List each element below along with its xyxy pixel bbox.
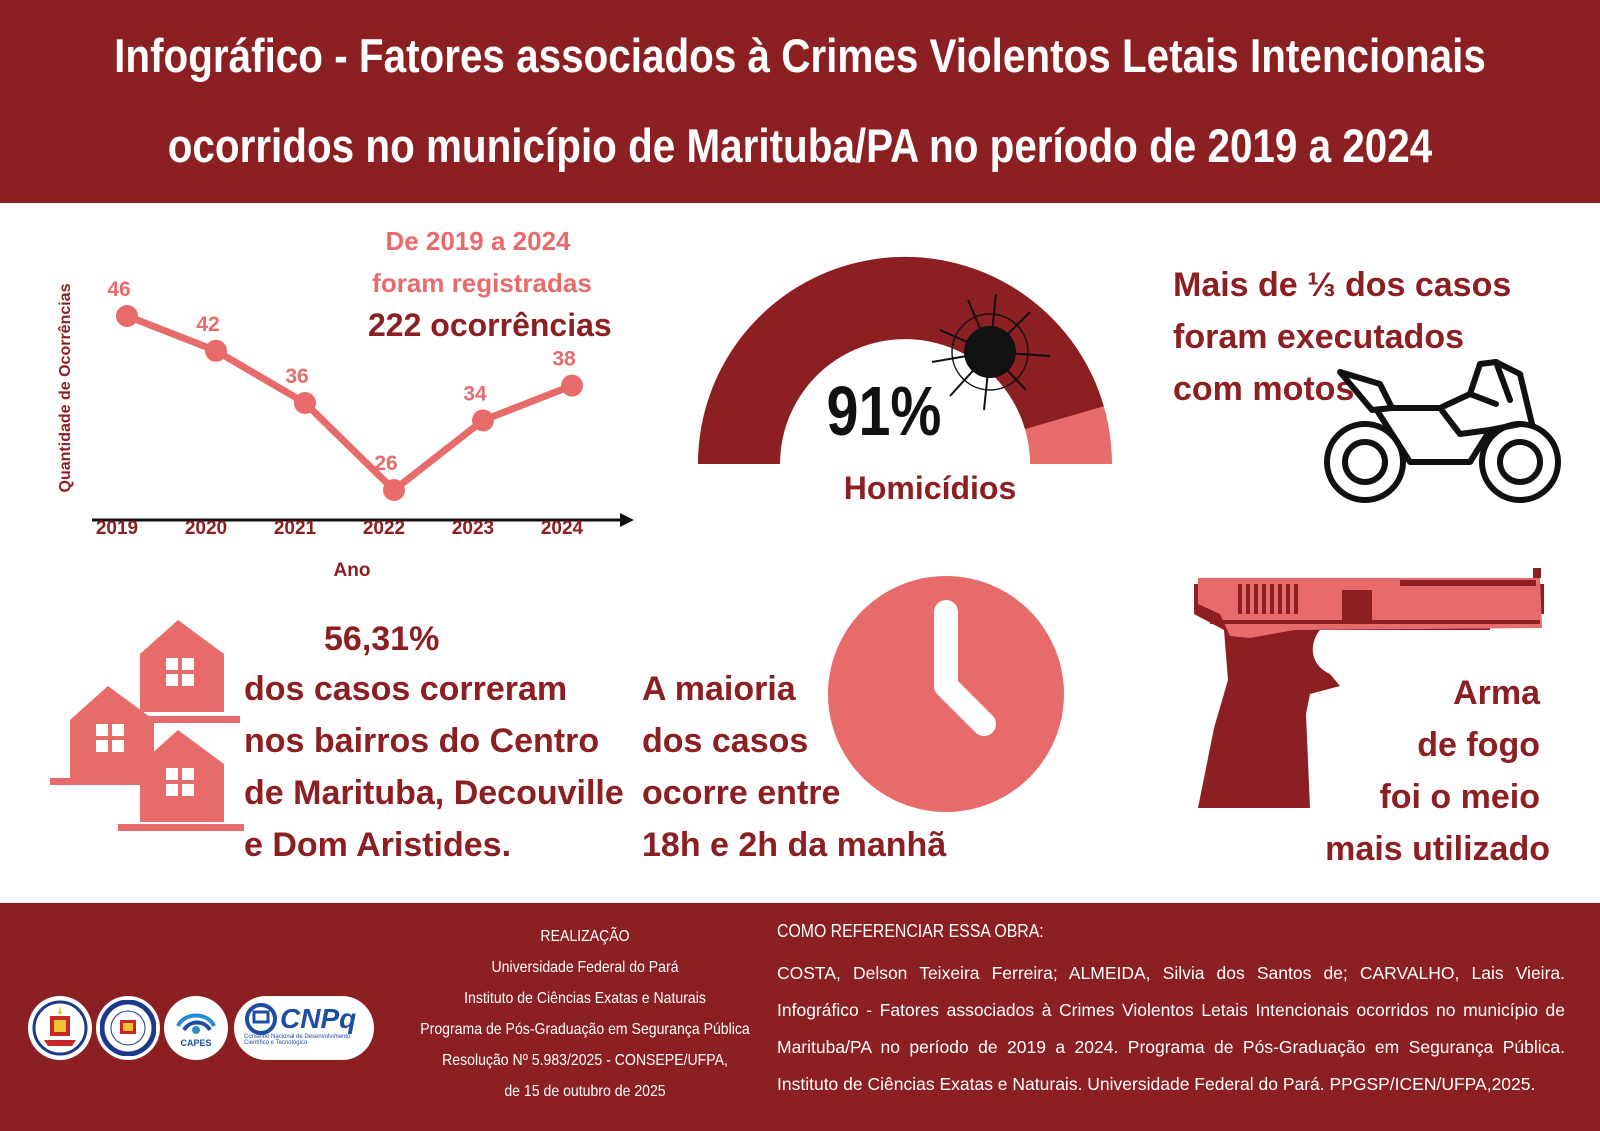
capes-logo: CAPES [164,996,228,1060]
realization-title: REALIZAÇÃO [540,928,630,945]
data-label-2021: 36 [285,365,308,388]
data-label-2019: 46 [107,278,130,301]
x-axis-arrow [620,513,634,527]
y-axis-title: Quantidade de Ocorrências [57,283,74,492]
header-banner: Infográfico - Fatores associados à Crime… [0,0,1600,203]
time-line-4: 18h e 2h da manhã [642,826,947,864]
x-tick-2023: 2023 [452,518,494,539]
weapon-line-3: foi o meio [1379,778,1540,816]
neighborhood-line-2: nos bairros do Centro [244,722,600,760]
data-point-2022 [383,479,405,501]
data-label-2022: 26 [374,452,397,475]
moto-line-3: com motos [1173,370,1355,408]
data-point-2020 [205,339,227,362]
x-axis-title: Ano [334,560,371,581]
title-line-1: Infográfico - Fatores associados à Crime… [114,29,1486,82]
weapon-line-1: Arma [1453,674,1540,712]
data-point-2019 [116,305,138,327]
program-seal-logo [96,996,160,1060]
neighborhood-percent: 56,31% [324,620,440,658]
x-tick-2019: 2019 [96,518,138,539]
x-tick-2021: 2021 [274,518,317,539]
houses-icon [50,620,244,831]
gauge-fill [697,256,1104,464]
footer: CAPES CNPq Conselho Nacional de Desenvol… [0,903,1600,1131]
cnpq-subtitle-1: Conselho Nacional de Desenvolvimento [244,1034,351,1040]
homicide-label: Homicídios [843,470,1017,506]
realization-line-1: Universidade Federal do Pará [491,959,679,976]
series-line [125,312,574,494]
realization-line-5: de 15 de outubro de 2025 [504,1083,666,1100]
moto-line-2: foram executados [1173,318,1464,356]
data-point-2023 [472,409,494,432]
capes-mark-icon [176,1013,216,1034]
data-label-2020: 42 [196,313,219,336]
total-line-1: De 2019 a 2024 [385,226,571,256]
neighborhood-line-3: de Marituba, Decouville [244,774,624,812]
total-line-2: foram registradas [372,268,592,298]
title-line-2: ocorridos no município de Marituba/PA no… [167,119,1433,172]
time-line-3: ocorre entre [642,774,841,812]
time-line-1: A maioria [642,670,796,708]
time-line-2: dos casos [642,722,809,760]
total-count: 222 ocorrências [368,307,612,343]
cnpq-subtitle-2: Científico e Tecnológico [244,1040,308,1046]
data-point-2021 [294,392,316,414]
homicide-percent: 91% [827,372,942,451]
realization-line-3: Programa de Pós-Graduação em Segurança P… [420,1021,750,1038]
reference-text: COSTA, Delson Teixeira Ferreira; ALMEIDA… [777,963,1565,1094]
cnpq-text: CNPq [280,1003,357,1034]
bullet-hole-icon [931,293,1051,411]
capes-text: CAPES [180,1038,212,1048]
x-tick-2024: 2024 [541,518,584,539]
realization-block: REALIZAÇÃO Universidade Federal do Pará … [409,921,761,1107]
moto-line-1: Mais de ⅓ dos casos [1173,266,1512,304]
ufpa-seal-icon [32,1000,88,1056]
cnpq-logo: CNPq Conselho Nacional de Desenvolviment… [234,996,374,1060]
neighborhood-line-4: e Dom Aristides. [244,826,512,864]
realization-line-4: Resolução Nº 5.983/2025 - CONSEPE/UFPA, [442,1052,728,1069]
reference-title: COMO REFERENCIAR ESSA OBRA: [777,921,1044,941]
occurrences-line-chart: 46 42 36 26 34 38 2019 2020 2021 2022 2023 2024 An… [57,278,634,581]
motorcycle-icon [1324,359,1561,503]
x-tick-2020: 2020 [185,518,227,539]
homicide-gauge: 91% [697,256,1112,464]
program-seal-icon [100,1000,156,1056]
ufpa-seal-logo [28,996,92,1060]
data-label-2023: 34 [463,382,487,405]
data-label-2024: 38 [552,348,576,371]
x-tick-2022: 2022 [363,518,405,539]
pistol-icon [1194,568,1544,808]
weapon-line-2: de fogo [1417,726,1540,764]
weapon-line-4: mais utilizado [1325,830,1550,868]
neighborhood-line-1: dos casos correram [244,670,568,708]
clock-icon [828,576,1064,812]
data-point-2024 [561,374,583,397]
cnpq-mark-icon [245,1003,277,1035]
realization-line-2: Instituto de Ciências Exatas e Naturais [464,990,706,1007]
